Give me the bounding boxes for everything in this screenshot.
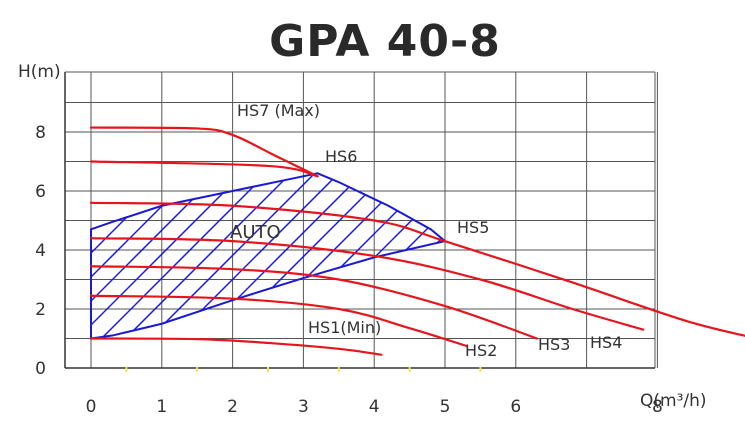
curve-5: [89, 294, 468, 347]
hatch-line: [91, 173, 357, 339]
auto-label: AUTO: [230, 222, 281, 243]
y-tick-label: 4: [35, 241, 46, 261]
hatch-line: [0, 60, 68, 380]
hatch-line: [91, 173, 381, 339]
hatch-line: [0, 60, 44, 380]
curve-0: [89, 126, 319, 178]
curve-3: [89, 237, 645, 331]
curve-label-4: HS3: [538, 335, 570, 354]
curve-6: [89, 337, 383, 356]
tick-labels: 0 1 2 3 4 5 6 8 0 2 4 6 8: [35, 123, 663, 417]
y-tick-label: 8: [35, 123, 46, 143]
curve-label-5: HS2: [465, 341, 497, 360]
x-tick-label: 8: [652, 397, 663, 417]
y-tick-label: 0: [35, 359, 46, 379]
hatch-line: [91, 173, 333, 339]
y-tick-label: 6: [35, 182, 46, 202]
x-tick-label: 6: [510, 397, 521, 417]
curve-1: [89, 160, 319, 178]
x-tick-label: 4: [369, 397, 380, 417]
x-tick-label: 0: [86, 397, 97, 417]
curve-label-6: HS1(Min): [308, 318, 381, 337]
x-tick-label: 2: [227, 397, 238, 417]
y-tick-label: 2: [35, 300, 46, 320]
curve-labels: HS7 (Max) HS6 HS5 HS4 HS3 HS2 HS1(Min) AUTO: [230, 101, 622, 360]
auto-region-outline: [90, 172, 448, 340]
pump-curves: [89, 126, 745, 356]
curve-label-3: HS4: [590, 333, 622, 352]
hatch-line: [91, 173, 309, 339]
hatch-line: [91, 173, 285, 339]
x-tick-label: 5: [440, 397, 451, 417]
x-axis-label: Q(m³/h): [640, 391, 707, 411]
x-tick-label: 1: [156, 397, 167, 417]
curve-2: [89, 201, 745, 337]
curve-label-1: HS6: [325, 147, 357, 166]
x-tick-label: 3: [298, 397, 309, 417]
hatch-line: [0, 60, 20, 380]
y-axis-label: H(m): [18, 62, 61, 82]
chart-title: GPA 40-8: [269, 16, 501, 67]
curve-label-0: HS7 (Max): [237, 101, 320, 120]
hatch-line: [684, 60, 745, 380]
hatch-line: [91, 173, 405, 339]
curve-4: [89, 265, 539, 340]
curve-label-2: HS5: [457, 218, 489, 237]
